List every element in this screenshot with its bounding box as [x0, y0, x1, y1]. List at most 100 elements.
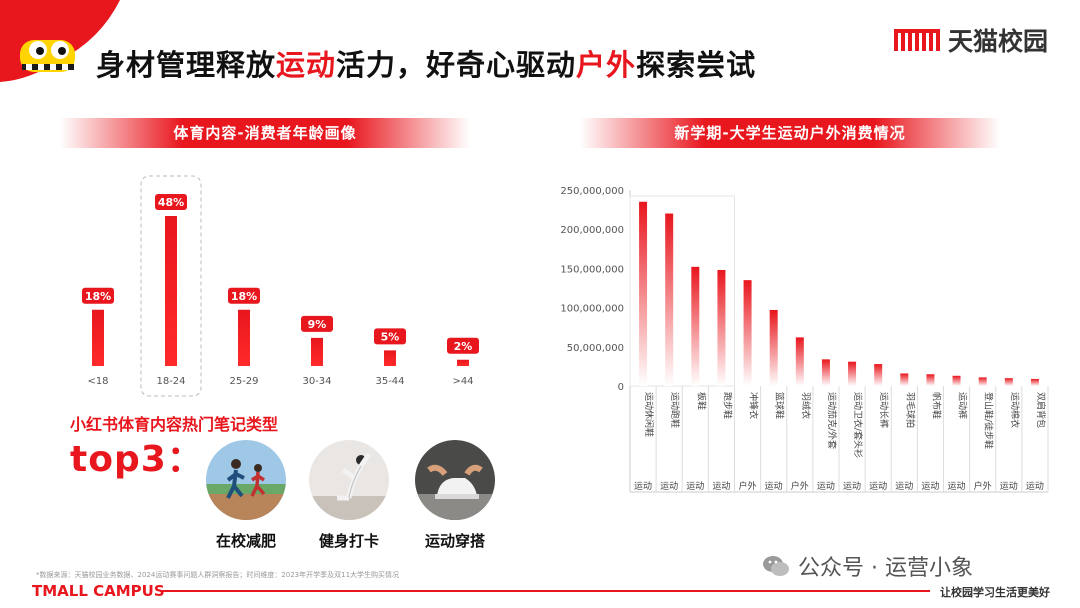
category-label: 冲锋衣: [748, 392, 760, 419]
age-chart: 18% <18 48% 18-24 18% 25-29 9% 30-34 5% 35-44 2% >4…: [82, 175, 479, 397]
running-photo-icon: [206, 440, 286, 520]
group-label: 户外: [974, 480, 992, 492]
sneaker-photo-icon: [415, 440, 495, 520]
x-tick-label: 30-34: [302, 376, 331, 387]
spend-bar: [978, 377, 987, 386]
value-label-bg: [301, 315, 333, 332]
y-tick-label: 0: [618, 382, 624, 393]
note-type-label: 运动穿搭: [424, 532, 485, 550]
value-label-bg: [155, 194, 187, 210]
spend-bar: [848, 361, 857, 386]
category-label: 篮球鞋: [774, 392, 786, 419]
spend-bar: [717, 269, 726, 386]
category-label: 羽绒衣: [800, 392, 812, 419]
category-label: 跑步鞋: [721, 392, 733, 419]
footer-brand: TMALL CAMPUS: [32, 582, 165, 600]
group-label: 运动: [686, 481, 704, 492]
spend-bar: [743, 280, 752, 386]
value-label-bg: [82, 287, 114, 304]
age-bar: [238, 309, 250, 366]
x-tick-label: 18-24: [156, 376, 185, 387]
group-label: 运动: [660, 481, 678, 492]
category-label: 双肩背包: [1035, 392, 1047, 428]
category-label: 运动棉衣: [1009, 392, 1021, 428]
group-label: 运动: [765, 481, 783, 492]
footer-divider: [160, 590, 930, 592]
spend-bar: [639, 201, 648, 386]
value-label: 2%: [454, 340, 473, 353]
group-label: 运动: [921, 481, 939, 492]
brand-name: 天猫校园: [947, 27, 1048, 56]
category-label: 运动卫衣/套头衫: [852, 392, 864, 458]
value-label: 5%: [381, 330, 400, 343]
brand-logo: 天猫校园: [893, 22, 1048, 58]
page-title: 身材管理释放运动活力，好奇心驱动户外探索尝试: [96, 48, 757, 82]
y-tick-label: 50,000,000: [567, 343, 624, 354]
value-label: 18%: [85, 290, 111, 303]
category-label: 登山鞋/徒步鞋: [983, 392, 995, 449]
spend-bar: [900, 373, 909, 386]
note-type-card: 运动穿搭: [405, 440, 505, 551]
group-label: 运动: [1026, 481, 1044, 492]
value-label-bg: [228, 287, 260, 304]
corner-mascot: [0, 0, 120, 82]
watermark: 公众号 · 运营小象: [762, 550, 973, 582]
category-label: 板鞋: [695, 392, 707, 410]
spend-bar: [952, 375, 961, 386]
x-tick-label: 25-29: [229, 376, 258, 387]
spend-bar: [665, 213, 674, 386]
group-label: 运动: [948, 481, 966, 492]
x-tick-label: >44: [452, 376, 473, 387]
y-tick-label: 250,000,000: [560, 186, 624, 197]
age-bar: [92, 309, 104, 366]
age-bar: [311, 337, 323, 366]
spend-chart: 0 50,000,000 100,000,000 150,000,000 200,000…: [560, 186, 1049, 493]
x-tick-label: <18: [87, 376, 108, 387]
y-tick-label: 200,000,000: [560, 225, 624, 236]
y-tick-label: 100,000,000: [560, 304, 624, 315]
note-type-label: 在校减肥: [215, 532, 276, 550]
note-type-card: 健身打卡: [299, 440, 399, 551]
group-label: 运动: [817, 481, 835, 492]
category-label: 运动裤: [957, 392, 969, 419]
yoga-photo-icon: [309, 440, 389, 520]
spend-chart-banner: 新学期-大学生运动户外消费情况: [580, 118, 1000, 148]
spend-bar: [926, 374, 935, 386]
category-label: 羽毛球拍: [904, 392, 916, 428]
group-label: 运动: [843, 481, 861, 492]
category-label: 运动茄克/外套: [826, 392, 838, 449]
category-label: 运动跑鞋: [669, 392, 681, 428]
value-label: 48%: [158, 196, 184, 209]
category-label: 运动休闲鞋: [643, 392, 655, 437]
spend-bar: [795, 337, 804, 386]
note-type-card: 在校减肥: [196, 440, 296, 551]
tmall-logo-icon: [893, 29, 940, 51]
group-label: 运动: [895, 481, 913, 492]
spend-bar: [1004, 378, 1013, 386]
group-label: 运动: [712, 481, 730, 492]
group-label: 运动: [869, 481, 887, 492]
x-tick-label: 35-44: [375, 376, 404, 387]
age-chart-banner: 体育内容-消费者年龄画像: [60, 118, 470, 148]
y-tick-label: 150,000,000: [560, 264, 624, 275]
footer-slogan: 让校园学习生活更美好: [940, 586, 1050, 599]
wechat-icon: [763, 556, 789, 576]
spend-bar: [874, 364, 883, 386]
group-label: 户外: [791, 480, 809, 492]
highlight-frame: [140, 175, 202, 397]
top3-label: top3：: [70, 439, 204, 480]
source-note: *数据来源：天猫校园业务数据、2024运动赛事问题人群洞察报告；时间维度：202…: [36, 571, 400, 579]
value-label: 9%: [308, 318, 327, 331]
value-label-bg: [374, 328, 406, 345]
value-label: 18%: [231, 290, 257, 303]
category-label: 运动长裤: [878, 392, 890, 428]
rednote-title: 小红书体育内容热门笔记类型: [70, 415, 279, 434]
group-label: 运动: [634, 481, 652, 492]
category-label: 帆布鞋: [930, 392, 942, 419]
spend-bar: [821, 359, 830, 386]
note-type-label: 健身打卡: [318, 532, 379, 550]
age-bar: [165, 216, 177, 366]
spend-bar: [691, 266, 700, 386]
value-label-bg: [447, 337, 479, 354]
spend-bar: [769, 309, 778, 386]
